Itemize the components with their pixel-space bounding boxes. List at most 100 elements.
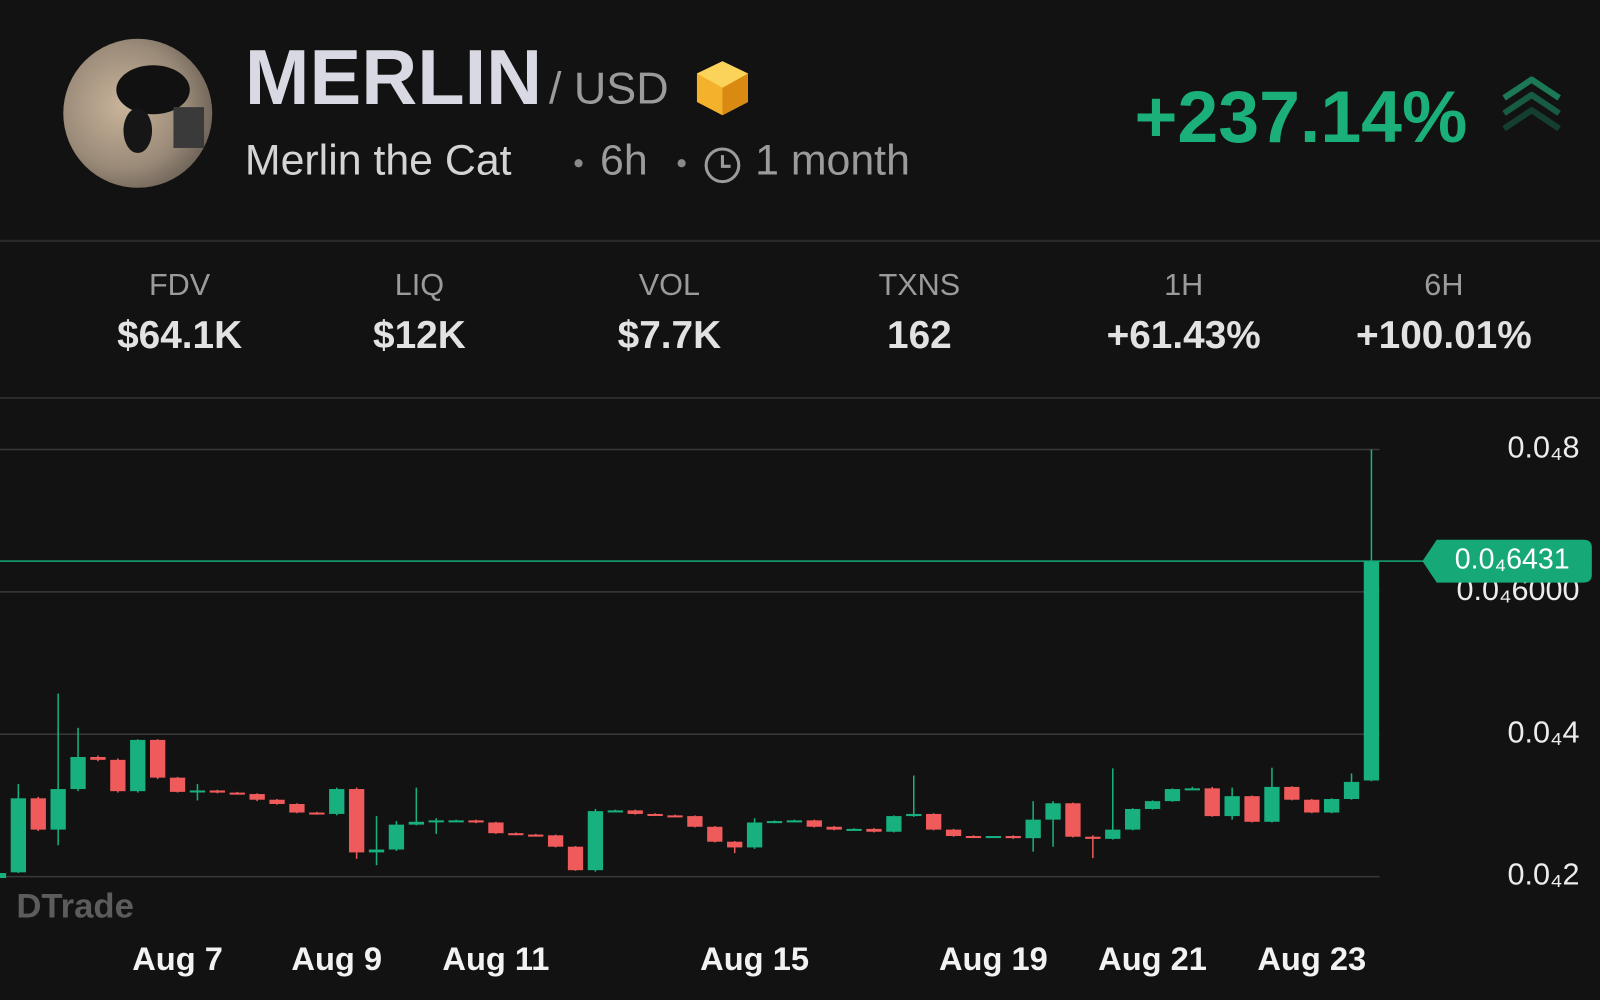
stat-label: 6H [1424, 268, 1463, 302]
x-tick-label: Aug 21 [1098, 940, 1207, 977]
stat-label: FDV [149, 268, 211, 302]
candle-body [329, 789, 345, 814]
price-tag-label: 0.0₄6431 [1455, 544, 1570, 576]
candle-body [169, 777, 186, 792]
candle-body [1204, 788, 1220, 817]
stat-label: VOL [639, 268, 700, 302]
candle-body [607, 810, 623, 813]
price-change: +237.14% [1134, 75, 1467, 158]
candle-body [965, 836, 982, 839]
candle-body [647, 813, 663, 816]
watermark: DTrade [16, 887, 134, 925]
token-name: Merlin the Cat [245, 137, 512, 185]
y-tick-label: 0.0₄2 [1508, 858, 1580, 892]
candle-body [1125, 808, 1141, 830]
candle-body [249, 794, 265, 800]
candle-body [448, 820, 464, 823]
quote: / USD [549, 63, 669, 114]
candle-body [1264, 786, 1280, 822]
stat-value: 162 [887, 314, 952, 357]
candle-body [488, 822, 504, 834]
candle-body [1363, 561, 1380, 781]
x-tick-label: Aug 11 [442, 940, 549, 977]
candle-body [547, 835, 564, 847]
candle-body [1343, 781, 1360, 800]
candle-body [1224, 796, 1240, 817]
candle-body [567, 846, 584, 871]
interval: 6h [600, 137, 648, 185]
stat-label: TXNS [879, 268, 961, 302]
chain-icon [696, 61, 748, 116]
candle-body [766, 821, 783, 824]
candle-body [10, 798, 27, 873]
candle-body [746, 822, 763, 848]
candle-body [130, 739, 146, 792]
candle-body [0, 873, 7, 879]
candle-body [1304, 799, 1320, 813]
stat-value: $64.1K [117, 314, 242, 357]
candle-body [1164, 789, 1181, 802]
candle-body [1184, 788, 1200, 791]
candle-body [627, 810, 643, 814]
clock-icon [704, 147, 741, 184]
x-tick-label: Aug 9 [291, 940, 382, 977]
candle-body [786, 820, 803, 823]
candle-body [428, 820, 444, 823]
candle-body [1005, 836, 1021, 839]
candle-body [687, 816, 703, 827]
candle-body [1284, 786, 1300, 800]
candle-body [229, 792, 245, 795]
x-tick-label: Aug 7 [132, 940, 223, 977]
symbol: MERLIN [245, 35, 542, 121]
candle-body [1085, 836, 1101, 839]
candle-body [150, 739, 166, 778]
candle-body [368, 849, 385, 853]
candle-body [866, 828, 882, 832]
candle-body [587, 811, 604, 871]
candle-body [886, 816, 902, 832]
candle-body [209, 790, 225, 793]
candle-body [50, 789, 66, 830]
price-tag [1422, 539, 1592, 583]
stat-value: $7.7K [618, 314, 721, 357]
candle-body [508, 833, 524, 836]
candle-body [906, 813, 922, 817]
candle-body [1065, 803, 1081, 837]
candle-body [1025, 819, 1041, 839]
stat-label: 1H [1164, 268, 1203, 302]
stat-label: LIQ [395, 268, 444, 302]
candle-body [110, 759, 126, 792]
candle-body [826, 826, 842, 830]
candle-body [289, 803, 305, 813]
y-tick-label: 0.0₄4 [1508, 715, 1580, 749]
candle-body [707, 826, 723, 842]
stat-value: $12K [373, 314, 466, 357]
candle-body [348, 789, 365, 853]
candle-body [468, 820, 484, 823]
candle-body [985, 836, 1002, 839]
candle-body [30, 798, 46, 830]
candle-body [528, 834, 544, 837]
x-tick-label: Aug 15 [700, 940, 809, 977]
x-tick-label: Aug 23 [1257, 940, 1366, 977]
candle-body [1323, 799, 1340, 813]
candle-body [667, 815, 683, 818]
candle-body [1144, 801, 1161, 809]
candle-body [309, 812, 325, 815]
stat-value: +61.43% [1107, 314, 1261, 357]
candle-body [945, 829, 962, 837]
candle-body [408, 821, 424, 825]
trend-icon [1502, 76, 1561, 132]
candle-body [1244, 796, 1260, 822]
candle-body [926, 813, 942, 830]
candle-body [70, 757, 86, 790]
stat-value: +100.01% [1356, 314, 1532, 357]
candle-body [1105, 829, 1121, 839]
candle-body [846, 828, 862, 831]
candle-body [1045, 803, 1061, 820]
age: 1 month [755, 137, 910, 185]
candle-body [727, 841, 743, 848]
